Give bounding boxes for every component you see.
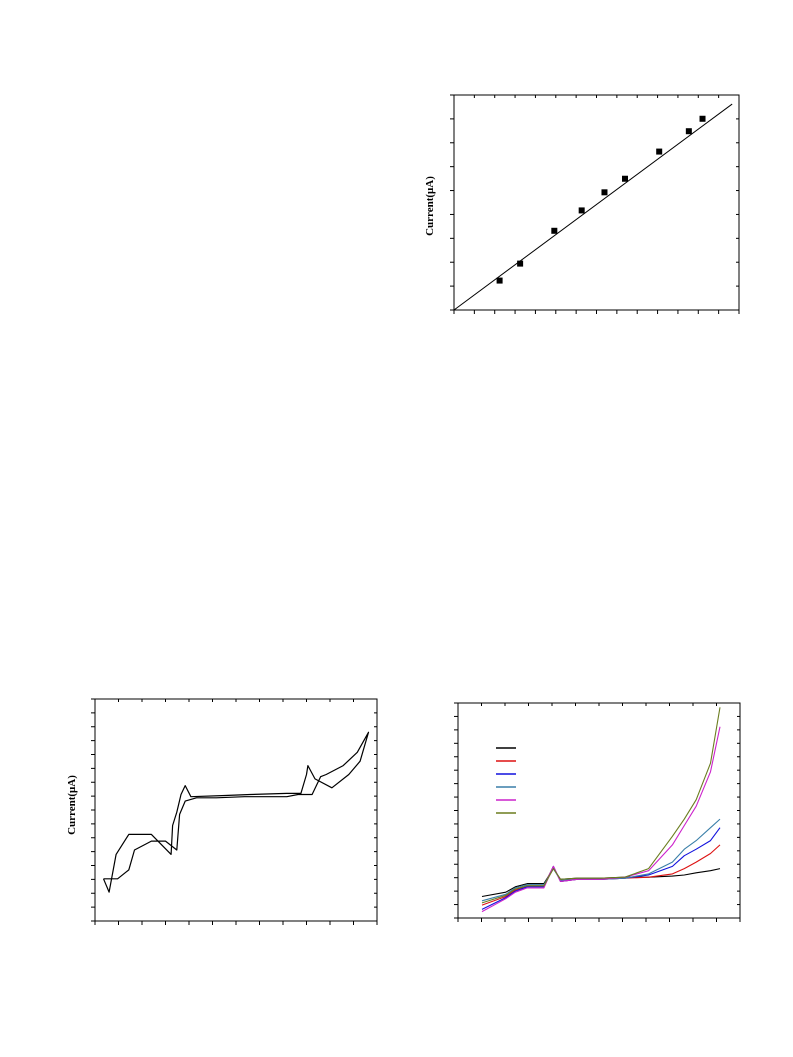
data-point bbox=[517, 260, 524, 267]
multi-trace-chart bbox=[454, 702, 741, 922]
trace-series-1 bbox=[481, 868, 721, 898]
voltammogram-chart bbox=[91, 698, 378, 925]
data-point bbox=[685, 128, 692, 135]
data-point bbox=[496, 277, 503, 284]
data-point bbox=[699, 115, 706, 122]
trace-series-6 bbox=[481, 707, 721, 904]
data-point bbox=[622, 175, 628, 182]
fit-line bbox=[453, 103, 733, 311]
calibration-y-axis-label: Current(μA) bbox=[424, 176, 436, 236]
calibration-chart bbox=[450, 94, 740, 314]
data-point bbox=[656, 148, 663, 155]
data-point bbox=[601, 189, 608, 196]
data-point bbox=[578, 207, 585, 214]
voltammogram-trace bbox=[102, 731, 370, 893]
plot-frame bbox=[94, 698, 378, 922]
voltammogram-y-axis-label: Current(μA) bbox=[66, 775, 78, 835]
trace-series-5 bbox=[481, 726, 721, 913]
data-point bbox=[551, 227, 558, 234]
plot-frame bbox=[457, 702, 741, 919]
